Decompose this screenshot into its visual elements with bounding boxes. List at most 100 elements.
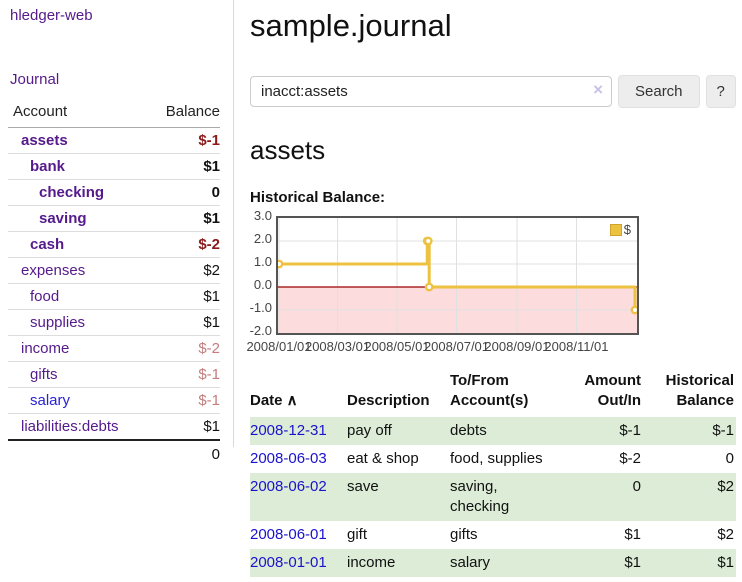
sort-asc-icon: ∧ (282, 392, 298, 409)
app-brand-link[interactable]: hledger-web (10, 7, 93, 24)
data-point-marker (630, 305, 637, 315)
transaction-balance: $-1 (643, 417, 736, 445)
register-row: 2008-12-31 pay off debts $-1 $-1 (250, 417, 736, 445)
register-row: 2008-06-02 save saving, checking 0 $2 (250, 473, 736, 521)
x-axis-tick-label: 2008/03/01 (304, 339, 371, 354)
chart-plot-area: $ (276, 216, 639, 335)
sidebar-account-row: food $1 (8, 283, 220, 309)
transaction-date-link[interactable]: 2008-06-02 (250, 478, 327, 495)
register-column-header-historical-balance: Historical Balance (643, 371, 736, 417)
sidebar-account-link-liabilities-debts[interactable]: liabilities:debts (21, 418, 119, 435)
sidebar-accounts-rows: assets $-1 bank $1 checking 0 saving $1 cash $-2 e… (8, 128, 220, 439)
search-bar: × Search ? (250, 75, 736, 108)
transaction-date-link[interactable]: 2008-06-03 (250, 450, 327, 467)
column-label: Amount Out/In (584, 372, 641, 409)
column-label: Historical Balance (665, 372, 734, 409)
transaction-amount: $1 (558, 549, 643, 577)
register-header-row: Date ∧ Description To/From Account(s) Amoun… (250, 371, 736, 417)
sidebar-account-row: supplies $1 (8, 309, 220, 335)
y-axis-tick-label: 0.0 (253, 277, 272, 292)
sidebar-account-link-supplies[interactable]: supplies (30, 314, 86, 331)
sidebar-account-row: saving $1 (8, 205, 220, 231)
transaction-amount: $1 (624, 526, 641, 543)
main-content: sample.journal × Search ? assets Histori… (246, 0, 736, 577)
y-axis-tick-label: 3.0 (253, 208, 272, 223)
transaction-date-link[interactable]: 2008-12-31 (250, 422, 327, 439)
column-label: Date (250, 392, 283, 409)
sidebar-account-row: checking 0 (8, 179, 220, 205)
transaction-accounts: gifts (450, 526, 478, 543)
sidebar-account-link-expenses[interactable]: expenses (21, 262, 86, 279)
sidebar-account-link-cash[interactable]: cash (30, 236, 65, 253)
register-row: 2008-06-01 gift gifts $1 $2 (250, 521, 736, 549)
account-balance: $1 (203, 288, 220, 305)
sidebar-account-row: salary $-1 (8, 387, 220, 413)
sidebar-account-row: gifts $-1 (8, 361, 220, 387)
account-balance: $-1 (198, 132, 220, 149)
sidebar-accounts-header: Account Balance (8, 101, 220, 128)
transaction-accounts: saving, checking (450, 473, 558, 521)
sidebar-account-link-food[interactable]: food (30, 288, 60, 305)
transaction-balance: $2 (717, 526, 734, 543)
transaction-description: income (347, 549, 450, 577)
account-balance: $1 (203, 418, 220, 435)
legend-label: $ (623, 222, 631, 237)
register-column-header-date[interactable]: Date ∧ (250, 371, 347, 417)
transaction-accounts: salary (450, 549, 558, 577)
historical-balance-chart: $ 3.0 2.0 1.0 0.0 -1.0 -2.0 2008/01/01 2008/03… (246, 208, 736, 356)
data-point-marker (278, 259, 284, 269)
chart-legend: $ (607, 221, 633, 238)
sidebar-account-row: liabilities:debts $1 (8, 413, 220, 439)
search-help-button[interactable]: ? (705, 75, 736, 108)
balance-column-header: Balance (165, 103, 220, 120)
y-axis-tick-label: -1.0 (249, 300, 272, 315)
sidebar-account-link-bank[interactable]: bank (30, 158, 66, 175)
sidebar-accounts-table: Account Balance assets $-1 bank $1 checking 0… (8, 101, 220, 468)
transaction-description: eat & shop (347, 450, 419, 467)
sidebar-account-link-checking[interactable]: checking (39, 184, 105, 201)
account-balance: $-1 (198, 366, 220, 383)
transaction-date-link[interactable]: 2008-01-01 (250, 554, 327, 571)
account-balance: $1 (203, 210, 220, 227)
x-axis-tick-label: 2008/05/01 (364, 339, 430, 354)
page-title: sample.journal (250, 8, 452, 43)
account-column-header: Account (13, 103, 68, 120)
register-column-header-to-from-account-s-: To/From Account(s) (450, 371, 558, 417)
account-balance: 0 (211, 184, 220, 201)
sidebar-account-link-saving[interactable]: saving (39, 210, 87, 227)
transaction-balance: 0 (725, 450, 734, 467)
data-point-marker (423, 236, 433, 246)
account-balance: $1 (203, 314, 220, 331)
transaction-description: pay off (347, 417, 450, 445)
search-button[interactable]: Search (618, 75, 700, 108)
x-axis-tick-label: 2008/01/01 (246, 339, 312, 354)
sidebar-item-journal[interactable]: Journal (10, 71, 60, 88)
column-label: Description (347, 392, 430, 409)
transaction-amount: 0 (558, 473, 643, 521)
y-axis-tick-label: 2.0 (253, 231, 272, 246)
clear-search-icon[interactable]: × (593, 80, 603, 99)
transaction-balance: $2 (643, 473, 736, 521)
sidebar-account-link-salary[interactable]: salary (30, 392, 71, 409)
search-input[interactable] (250, 76, 612, 107)
account-balance: $2 (203, 262, 220, 279)
account-balance: $1 (203, 158, 220, 175)
legend-swatch-icon (609, 223, 622, 236)
sidebar-account-link-gifts[interactable]: gifts (30, 366, 58, 383)
sidebar-account-row: bank $1 (8, 153, 220, 179)
sidebar-account-row: assets $-1 (8, 128, 220, 153)
data-point-marker (424, 282, 434, 292)
register-row: 2008-01-01 income salary $1 $1 (250, 549, 736, 577)
sidebar-accounts-total: 0 (8, 439, 220, 468)
transaction-description: gift (347, 526, 368, 543)
sidebar-account-link-assets[interactable]: assets (21, 132, 68, 149)
transaction-description: save (347, 473, 450, 521)
register-row: 2008-06-03 eat & shop food, supplies $-2 0 (250, 445, 736, 473)
register-column-header-amount-out-in: Amount Out/In (558, 371, 643, 417)
register-table: Date ∧ Description To/From Account(s) Amoun… (250, 371, 736, 577)
sidebar-account-link-income[interactable]: income (21, 340, 70, 357)
transaction-amount: $-2 (619, 450, 641, 467)
transaction-date-link[interactable]: 2008-06-01 (250, 526, 327, 543)
x-axis-tick-label: 2008/11/01 (544, 339, 609, 354)
chart-title: Historical Balance: (250, 189, 386, 206)
